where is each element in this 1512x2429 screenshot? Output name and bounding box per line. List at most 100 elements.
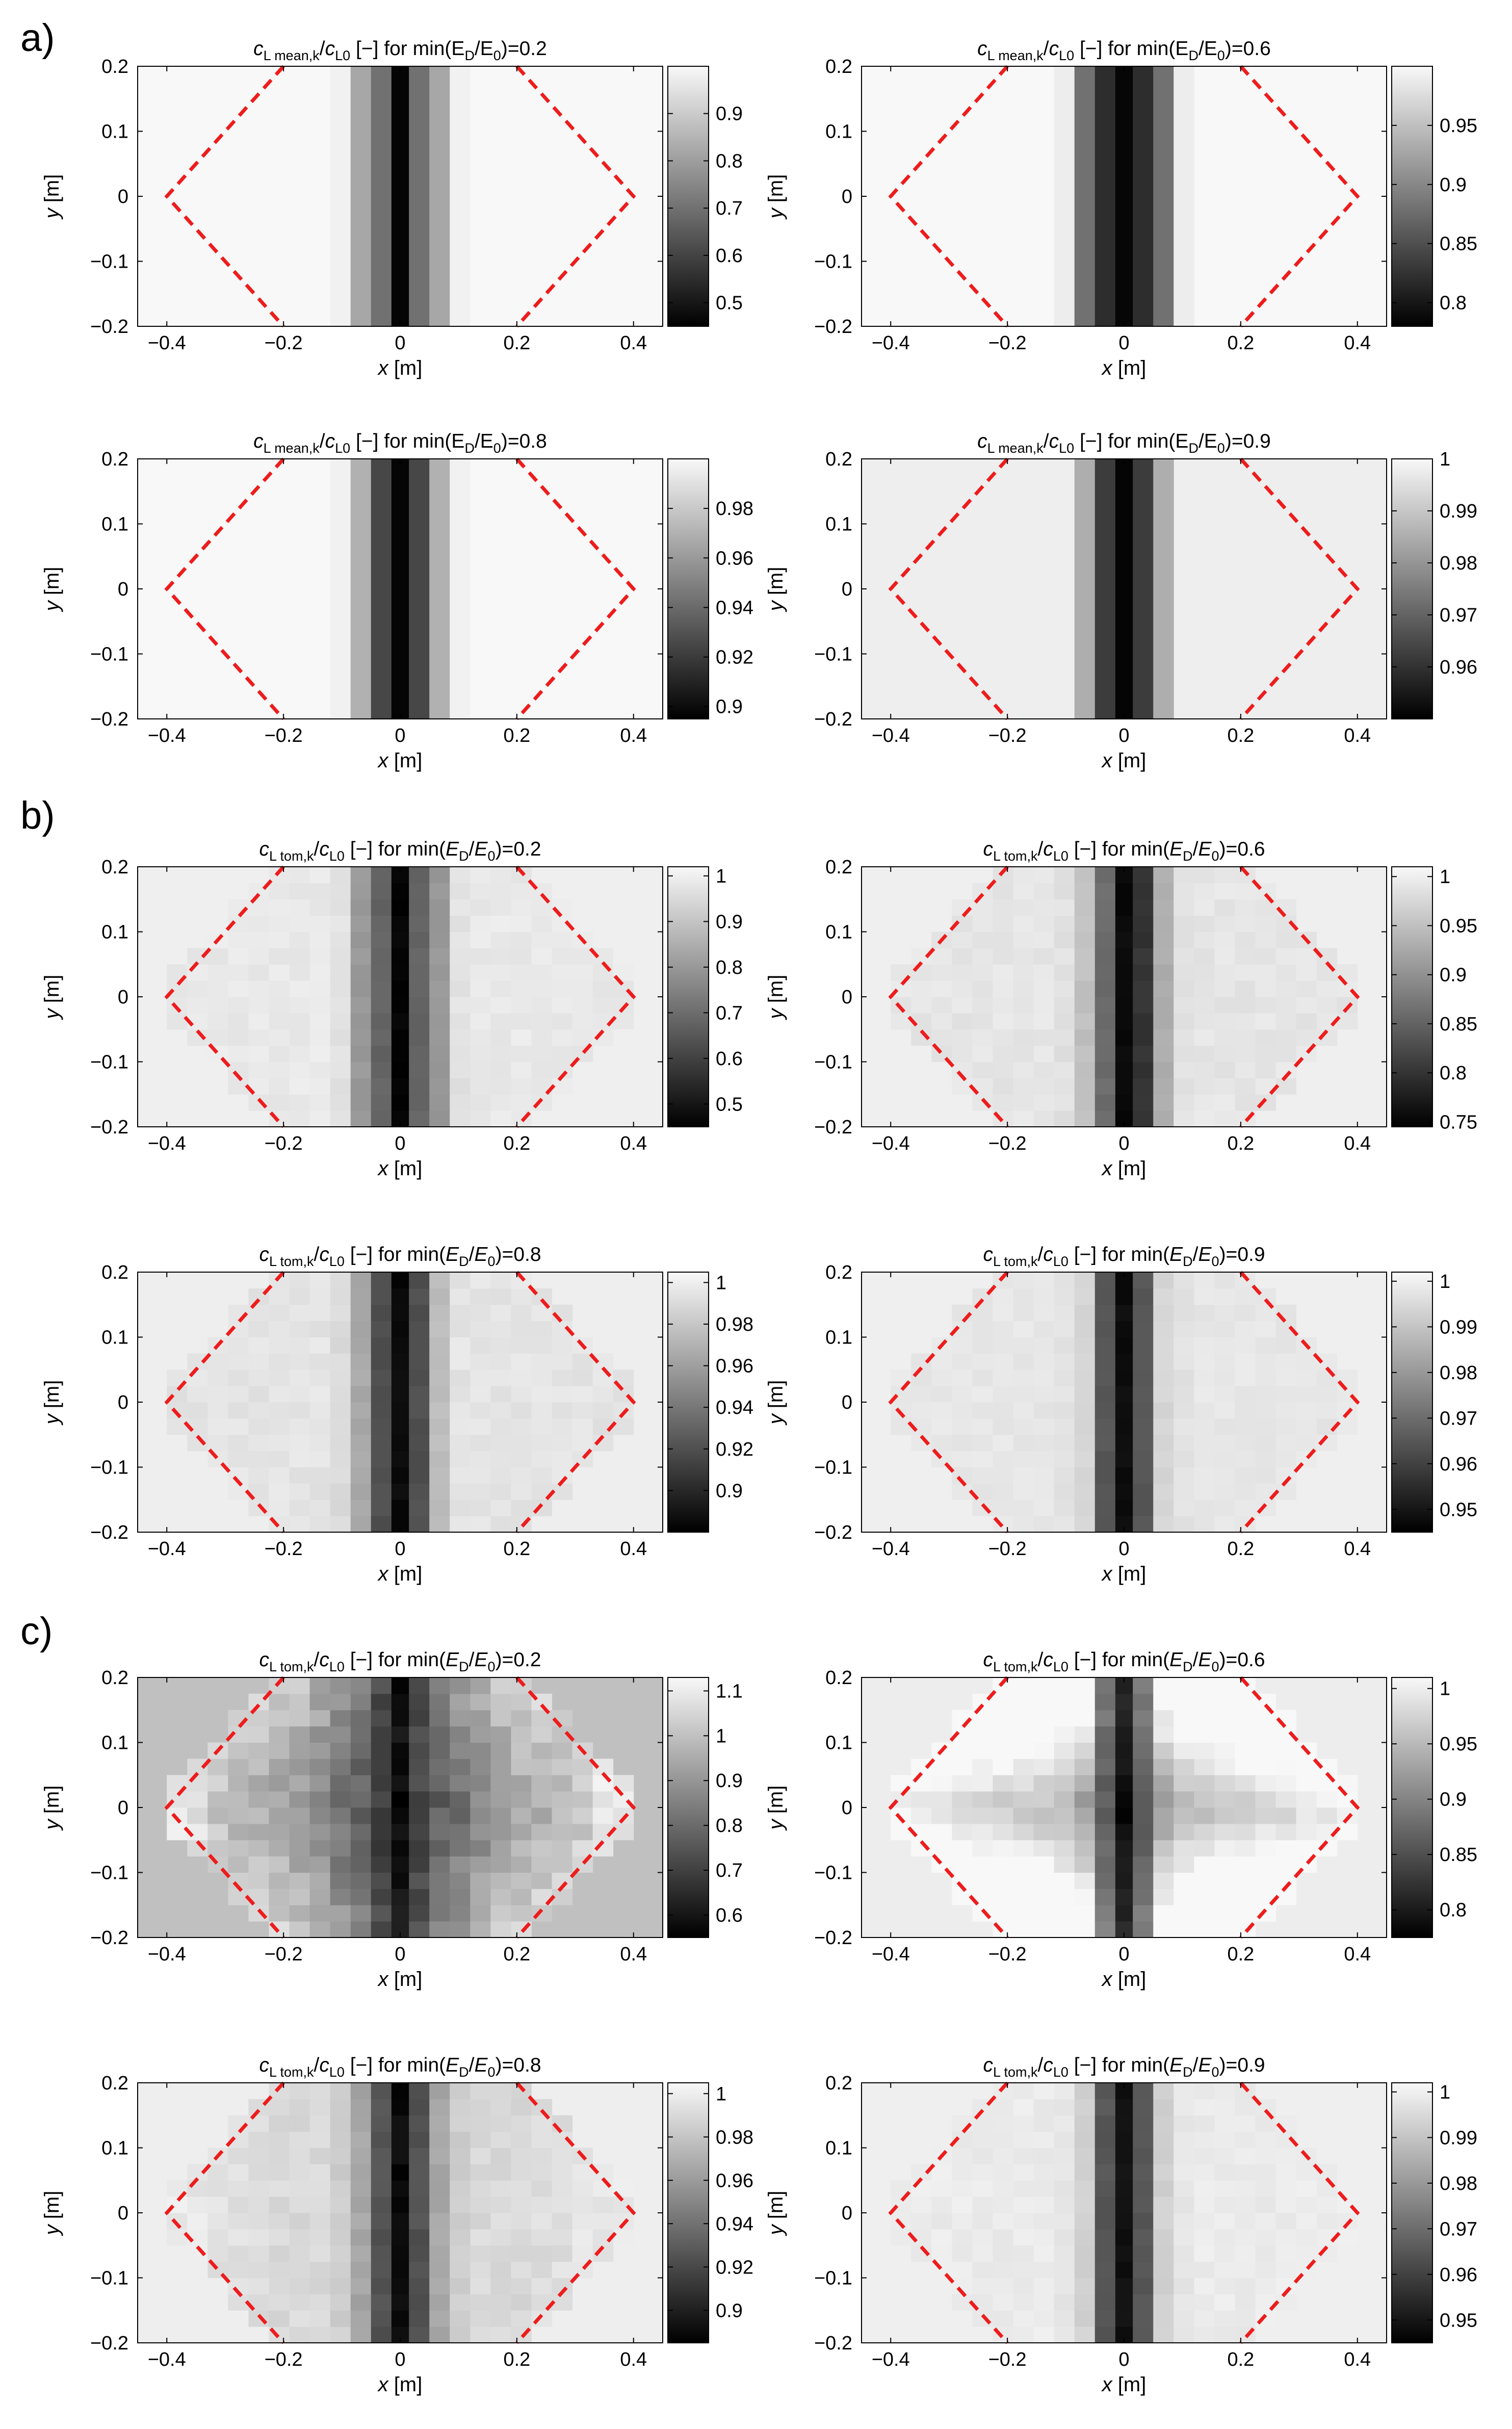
- heatmap-cell: [1194, 1288, 1215, 1305]
- heatmap-cell: [1296, 964, 1317, 981]
- heatmap-cell: [1194, 932, 1215, 948]
- heatmap-cell: [391, 2115, 409, 2132]
- heatmap-cell: [952, 1759, 973, 1775]
- title-slash: /: [1037, 838, 1043, 860]
- heatmap-cell: [490, 1483, 511, 1500]
- heatmap-cell: [1013, 1110, 1034, 1127]
- heatmap-cell: [228, 948, 249, 965]
- title-ratio-slash: /: [1198, 38, 1204, 60]
- title-quantity: c: [977, 38, 987, 60]
- heatmap-cell: [1194, 997, 1215, 1014]
- heatmap-cell: [1133, 1921, 1154, 1937]
- title-quantity: c: [983, 1649, 993, 1671]
- heatmap-cell: [1115, 1321, 1133, 1337]
- heatmap-cell: [1033, 1062, 1055, 1078]
- heatmap-cell: [1296, 948, 1317, 965]
- heatmap-band: [371, 66, 392, 326]
- heatmap-cell: [952, 948, 973, 965]
- heatmap-cell: [371, 997, 392, 1014]
- heatmap-cell: [1115, 2213, 1133, 2230]
- heatmap-cell: [911, 1386, 932, 1403]
- heatmap-cell: [911, 2197, 932, 2213]
- heatmap-cell: [1275, 1078, 1297, 1095]
- heatmap-cell: [330, 1759, 351, 1775]
- heatmap-cell: [1194, 2148, 1215, 2164]
- heatmap-cell: [891, 1823, 911, 1841]
- heatmap-cell: [269, 1094, 290, 1111]
- heatmap-cell: [1174, 1304, 1194, 1322]
- heatmap-cell: [309, 1288, 331, 1305]
- y-tick-label: −0.1: [814, 251, 852, 273]
- heatmap-cell: [931, 1823, 952, 1841]
- heatmap-cell: [572, 1434, 593, 1452]
- heatmap-cell: [952, 997, 973, 1014]
- heatmap-cell: [931, 2245, 952, 2262]
- heatmap-cell: [330, 1823, 351, 1841]
- heatmap-cell: [1194, 1500, 1215, 1516]
- heatmap-cell: [289, 948, 310, 965]
- heatmap-cell: [330, 2115, 351, 2132]
- heatmap-cell: [429, 1321, 450, 1337]
- heatmap-cell: [1174, 1110, 1194, 1127]
- heatmap-cell: [572, 980, 593, 997]
- heatmap-cell: [330, 1742, 351, 1759]
- heatmap-cell: [952, 980, 973, 997]
- heatmap-cell: [391, 1434, 409, 1452]
- heatmap-band: [409, 66, 430, 326]
- chart-title: cL mean,k/cL0 [−] for min(ED/E0)=0.8: [253, 430, 547, 456]
- heatmap-cell: [450, 2327, 471, 2343]
- title-unit: [−] for min(: [345, 2054, 446, 2076]
- y-axis-label: y [m]: [41, 1380, 63, 1426]
- heatmap-cell: [330, 1807, 351, 1824]
- heatmap-cell: [490, 2245, 511, 2262]
- heatmap-cell: [1133, 2327, 1154, 2343]
- heatmap-cell: [1194, 1921, 1215, 1937]
- y-tick-label: −0.2: [814, 1522, 852, 1543]
- title-ratio-den-sub: 0: [1212, 1659, 1219, 1674]
- heatmap-cell: [1153, 2245, 1174, 2262]
- heatmap-cell: [470, 2131, 491, 2148]
- heatmap-cell: [1174, 1759, 1194, 1775]
- title-denominator-subscript: L0: [1059, 48, 1074, 63]
- heatmap-cell: [1054, 1467, 1075, 1484]
- heatmap-cell: [1094, 1321, 1116, 1337]
- heatmap-cell: [228, 1823, 249, 1841]
- heatmap-cell: [1275, 964, 1297, 981]
- heatmap-cell: [1094, 1062, 1116, 1078]
- heatmap-cell: [993, 2197, 1014, 2213]
- heatmap-cell: [931, 1369, 952, 1386]
- colorbar-tick-label: 0.75: [1440, 1112, 1477, 1133]
- heatmap-cell: [911, 980, 932, 997]
- heatmap-cell: [592, 1791, 614, 1808]
- heatmap-cell: [309, 1759, 331, 1775]
- heatmap-cell: [1033, 1369, 1055, 1386]
- heatmap-cell: [1194, 1272, 1215, 1289]
- title-subscript: L tom,k: [993, 1659, 1038, 1674]
- heatmap-cell: [1255, 2148, 1276, 2164]
- heatmap-cell: [993, 1029, 1014, 1046]
- chart-9: −0.4 −0.2 0 0.2 0.40.20.10−0.1−0.2x [m]y [m]…: [41, 1649, 743, 1991]
- y-tick-label: 0.2: [825, 56, 852, 77]
- heatmap-cell: [248, 915, 269, 932]
- x-axis-label-unit: [m]: [388, 1968, 423, 1991]
- heatmap-cell: [1133, 997, 1154, 1014]
- heatmap-cell: [309, 1823, 331, 1841]
- heatmap-cell: [1275, 1353, 1297, 1370]
- heatmap-cell: [1275, 2261, 1297, 2278]
- heatmap-cell: [993, 1710, 1014, 1727]
- heatmap-band: [1074, 66, 1096, 326]
- chart-4: −0.4 −0.2 0 0.2 0.40.20.10−0.1−0.2x [m]y [m]…: [765, 430, 1477, 772]
- heatmap-cell: [1074, 2164, 1096, 2181]
- heatmap-cell: [391, 1889, 409, 1905]
- heatmap-cell: [470, 899, 491, 916]
- heatmap-cell: [429, 883, 450, 900]
- heatmap-cell: [330, 2327, 351, 2343]
- heatmap-cell: [1275, 1759, 1297, 1775]
- chart-title: cL tom,k/cL0 [−] for min(ED/E0)=0.9: [983, 2054, 1265, 2080]
- heatmap-cell: [269, 997, 290, 1014]
- heatmap-cell: [1115, 2197, 1133, 2213]
- heatmap-cell: [490, 1078, 511, 1095]
- heatmap-cell: [330, 1369, 351, 1386]
- heatmap-cell: [1194, 1710, 1215, 1727]
- heatmap-cell: [207, 1807, 228, 1824]
